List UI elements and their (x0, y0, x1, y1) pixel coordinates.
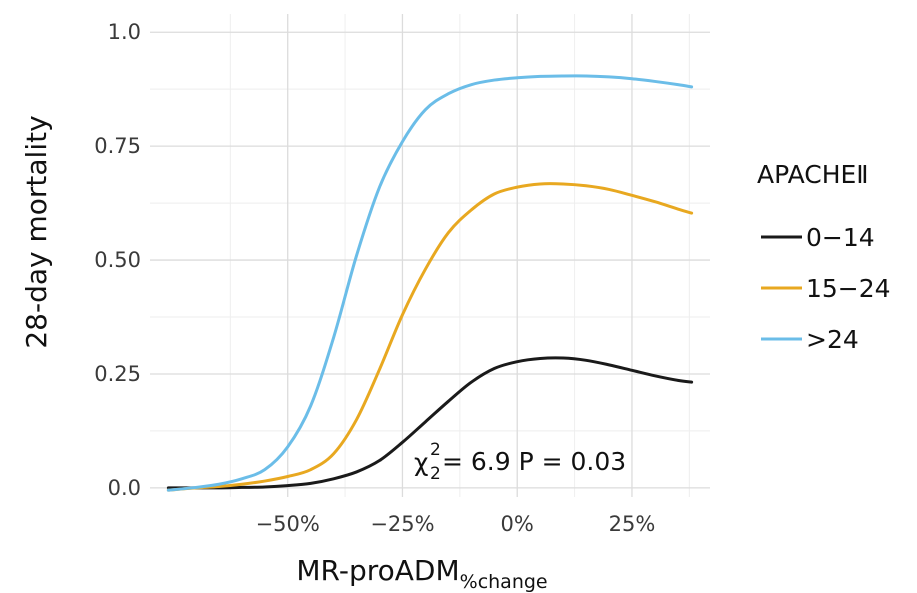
annotation-chi: χ (414, 448, 428, 477)
series-line-3 (166, 74, 694, 492)
y-tick-label: 0.0 (108, 476, 141, 500)
x-axis-title: MR-proADM%change (296, 554, 547, 593)
series-line-2 (166, 182, 694, 492)
chi-square-annotation: χ 2 2 = 6.9 P = 0.03 (414, 440, 626, 484)
legend-items: 0−14 15−24 >24 (761, 223, 891, 354)
y-tick-label: 1.0 (108, 20, 141, 44)
x-tick-label: −50% (256, 512, 320, 536)
legend-label-3: >24 (806, 325, 859, 354)
x-axis-title-main: MR-proADM (296, 554, 459, 587)
y-tick-labels: 0.0 0.25 0.50 0.75 1.0 (94, 20, 141, 500)
x-tick-labels: −50% −25% 0% 25% (256, 512, 656, 536)
x-tick-label: 25% (609, 512, 656, 536)
annotation-superscript: 2 (430, 440, 441, 460)
x-axis-title-sub: %change (460, 571, 548, 593)
series-lines (166, 74, 694, 492)
legend-title: APACHEⅡ (757, 160, 869, 189)
legend-label-1: 0−14 (806, 223, 875, 252)
y-tick-label: 0.25 (94, 362, 141, 386)
legend-label-2: 15−24 (806, 274, 891, 303)
x-tick-label: −25% (370, 512, 434, 536)
x-tick-label: 0% (501, 512, 534, 536)
y-axis-title: 28-day mortality (20, 115, 53, 348)
series-line-1 (166, 356, 694, 490)
y-tick-label: 0.75 (94, 134, 141, 158)
legend: APACHEⅡ 0−14 15−24 >24 (757, 160, 891, 354)
grid (150, 14, 710, 497)
annotation-statistic: = 6.9 P = 0.03 (442, 447, 626, 476)
y-tick-label: 0.50 (94, 248, 141, 272)
annotation-subscript: 2 (430, 464, 441, 484)
